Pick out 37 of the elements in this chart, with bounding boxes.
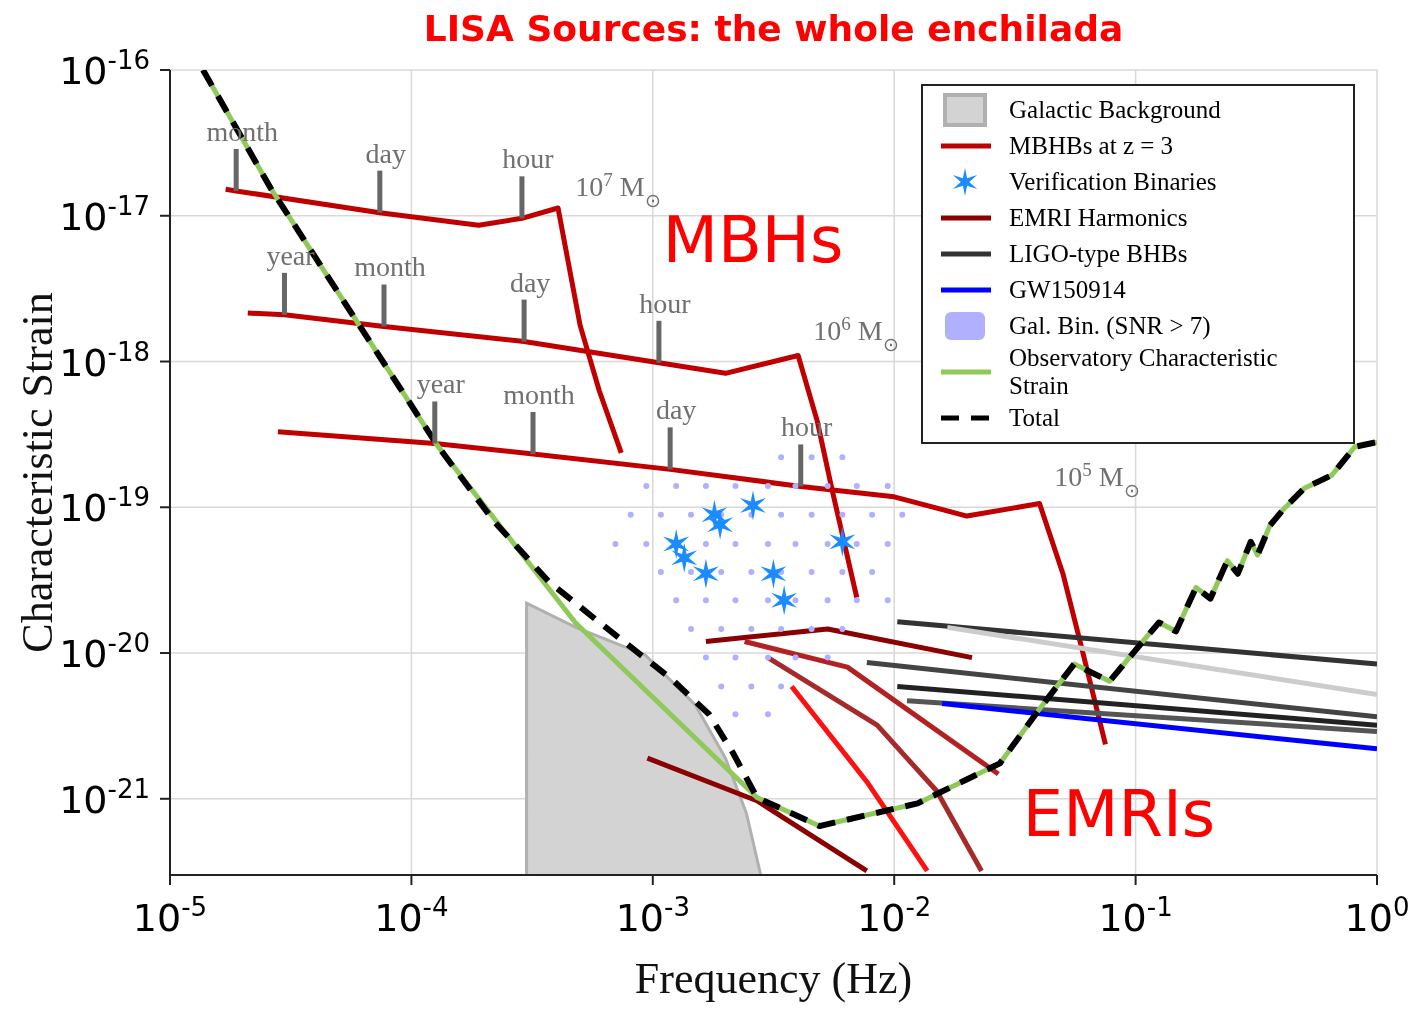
legend-label: GW150914 — [1009, 276, 1126, 304]
x-tick-label: 10$^{-1}$ — [1098, 892, 1173, 940]
x-tick-label: 10$^{-3}$ — [615, 892, 690, 940]
legend-label: Total — [1009, 404, 1061, 432]
y-tick-label: 10$^{-18}$ — [59, 336, 150, 385]
y-tick-label: 10$^{-16}$ — [59, 45, 150, 93]
annotation: year — [416, 368, 466, 400]
x-axis-title: Frequency (Hz) — [634, 954, 913, 1003]
x-tick-label: 10$^{0}$ — [1344, 892, 1410, 940]
annotation: day — [509, 266, 551, 298]
x-tick-label: 10$^{-4}$ — [374, 892, 449, 940]
y-tick-label: 10$^{-19}$ — [59, 482, 150, 531]
annotation: month — [503, 379, 575, 410]
y-tick-label: 10$^{-21}$ — [59, 773, 150, 822]
legend-label: Observatory Characteristic Strain — [1009, 344, 1279, 400]
annotation: 10$^{6}$ M$_{⊙}$ — [813, 312, 899, 355]
annotation: 10$^{5}$ M$_{⊙}$ — [1054, 458, 1140, 501]
legend-label: Verification Binaries — [1009, 168, 1217, 196]
annotation: hour — [639, 287, 692, 319]
y-tick-label: 10$^{-17}$ — [59, 190, 150, 239]
legend-label: Galactic Background — [1009, 96, 1221, 124]
annotation: 10$^{7}$ M$_{⊙}$ — [575, 168, 661, 211]
annotation: hour — [502, 143, 555, 175]
legend-label: MBHBs at z = 3 — [1009, 132, 1174, 160]
y-tick-label: 10$^{-20}$ — [59, 628, 150, 677]
x-tick-label: 10$^{-2}$ — [857, 892, 932, 940]
annotation: day — [655, 394, 697, 426]
legend-label: EMRI Harmonics — [1009, 204, 1188, 232]
legend-label: Gal. Bin. (SNR > 7) — [1009, 312, 1211, 340]
annotation: day — [365, 137, 407, 169]
legend-label: LIGO-type BHBs — [1009, 240, 1188, 268]
annotation: MBHs — [662, 203, 844, 277]
chart-title: LISA Sources: the whole enchilada — [422, 8, 1125, 49]
annotation: month — [354, 251, 426, 283]
x-tick-label: 10$^{-5}$ — [132, 892, 208, 940]
annotation: EMRIs — [1022, 777, 1216, 851]
y-axis-title: Characteristic Strain — [12, 292, 62, 653]
